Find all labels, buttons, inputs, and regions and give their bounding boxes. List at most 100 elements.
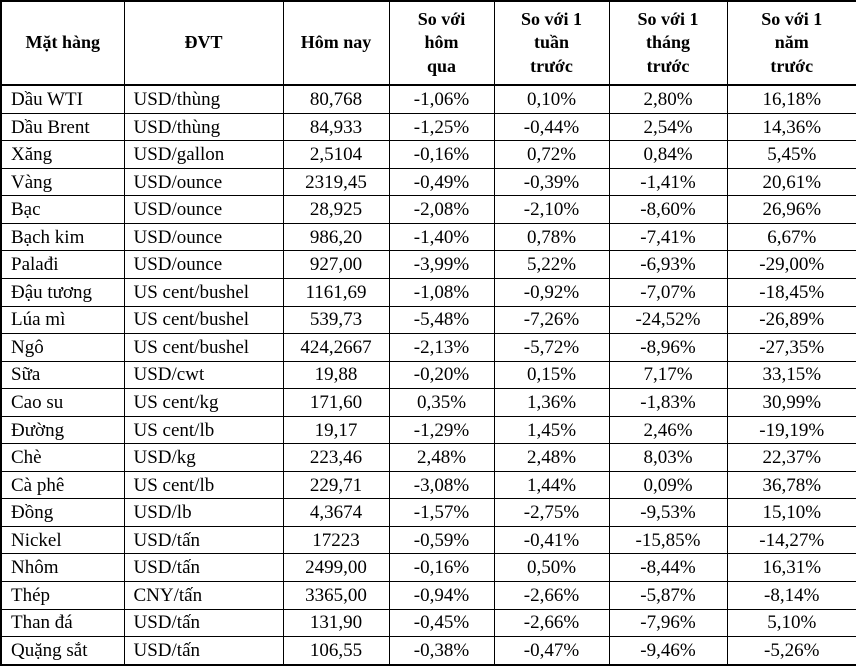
change-vs-yesterday-cell: 2,48% <box>388 443 495 472</box>
change-vs-1-month-cell: 7,17% <box>608 360 728 390</box>
change-vs-1-year-cell: 20,61% <box>726 167 856 197</box>
change-vs-1-year-cell: 26,96% <box>726 195 856 224</box>
change-vs-1-month-cell: 2,80% <box>608 84 728 114</box>
table-row: Cà phê US cent/lb 229,71 -3,08% 1,44% 0,09% 36… <box>0 470 856 500</box>
change-vs-1-year-cell: 14,36% <box>726 112 856 142</box>
unit-cell: USD/ounce <box>123 167 284 197</box>
change-vs-1-month-cell: -24,52% <box>608 305 728 335</box>
today-price-cell: 19,88 <box>282 360 390 390</box>
col-header-vs-1-month: So với 1 tháng trước <box>608 0 728 86</box>
today-price-cell: 19,17 <box>282 415 390 445</box>
commodity-name-cell: Đường <box>0 415 125 445</box>
commodity-name-cell: Ngô <box>0 333 125 362</box>
today-price-cell: 28,925 <box>282 195 390 224</box>
commodity-name-cell: Bạch kim <box>0 222 125 252</box>
change-vs-yesterday-cell: -0,16% <box>388 140 495 169</box>
change-vs-1-year-cell: 16,31% <box>726 553 856 583</box>
commodity-name-cell: Đậu tương <box>0 278 125 307</box>
table-body: Dầu WTI USD/thùng 80,768 -1,06% 0,10% 2,80% 16… <box>0 84 856 666</box>
change-vs-yesterday-cell: -0,38% <box>388 636 495 666</box>
commodity-name-cell: Dầu WTI <box>0 84 125 114</box>
unit-cell: USD/gallon <box>123 140 284 169</box>
change-vs-1-month-cell: -1,83% <box>608 388 728 417</box>
change-vs-1-week-cell: 2,48% <box>493 443 610 472</box>
commodity-name-cell: Cao su <box>0 388 125 417</box>
change-vs-yesterday-cell: -0,16% <box>388 553 495 583</box>
change-vs-yesterday-cell: -3,08% <box>388 470 495 500</box>
commodity-name-cell: Palađi <box>0 250 125 280</box>
table-row: Dầu WTI USD/thùng 80,768 -1,06% 0,10% 2,80% 16… <box>0 84 856 114</box>
change-vs-1-week-cell: 0,50% <box>493 553 610 583</box>
table-row: Nhôm USD/tấn 2499,00 -0,16% 0,50% -8,44% 16,31… <box>0 553 856 583</box>
commodity-name-cell: Quặng sắt <box>0 636 125 666</box>
today-price-cell: 4,3674 <box>282 498 390 527</box>
unit-cell: USD/thùng <box>123 84 284 114</box>
commodity-name-cell: Đồng <box>0 498 125 527</box>
change-vs-yesterday-cell: -0,20% <box>388 360 495 390</box>
commodity-name-cell: Dầu Brent <box>0 112 125 142</box>
change-vs-1-month-cell: -8,96% <box>608 333 728 362</box>
col-header-vs-1-year: So với 1 năm trước <box>726 0 856 86</box>
change-vs-1-year-cell: 30,99% <box>726 388 856 417</box>
change-vs-1-week-cell: 0,72% <box>493 140 610 169</box>
change-vs-1-week-cell: 5,22% <box>493 250 610 280</box>
change-vs-1-week-cell: 1,36% <box>493 388 610 417</box>
table-row: Sữa USD/cwt 19,88 -0,20% 0,15% 7,17% 33,15% <box>0 360 856 390</box>
change-vs-1-month-cell: 0,09% <box>608 470 728 500</box>
table-row: Quặng sắt USD/tấn 106,55 -0,38% -0,47% -9,46%… <box>0 636 856 666</box>
change-vs-1-month-cell: -5,87% <box>608 581 728 610</box>
change-vs-1-month-cell: -1,41% <box>608 167 728 197</box>
change-vs-1-year-cell: 6,67% <box>726 222 856 252</box>
change-vs-1-week-cell: -2,10% <box>493 195 610 224</box>
change-vs-1-month-cell: -15,85% <box>608 525 728 555</box>
change-vs-1-year-cell: -19,19% <box>726 415 856 445</box>
commodity-name-cell: Xăng <box>0 140 125 169</box>
change-vs-1-year-cell: 5,10% <box>726 608 856 638</box>
change-vs-1-year-cell: -29,00% <box>726 250 856 280</box>
today-price-cell: 927,00 <box>282 250 390 280</box>
unit-cell: USD/tấn <box>123 525 284 555</box>
table-row: Ngô US cent/bushel 424,2667 -2,13% -5,72% -8,… <box>0 333 856 362</box>
change-vs-1-week-cell: 1,45% <box>493 415 610 445</box>
table-row: Cao su US cent/kg 171,60 0,35% 1,36% -1,83% 30… <box>0 388 856 417</box>
table-row: Lúa mì US cent/bushel 539,73 -5,48% -7,26% -2… <box>0 305 856 335</box>
col-header-today: Hôm nay <box>282 0 390 86</box>
change-vs-1-year-cell: 36,78% <box>726 470 856 500</box>
change-vs-yesterday-cell: -1,57% <box>388 498 495 527</box>
change-vs-1-month-cell: 2,54% <box>608 112 728 142</box>
today-price-cell: 223,46 <box>282 443 390 472</box>
change-vs-1-month-cell: -7,96% <box>608 608 728 638</box>
today-price-cell: 1161,69 <box>282 278 390 307</box>
today-price-cell: 2,5104 <box>282 140 390 169</box>
today-price-cell: 84,933 <box>282 112 390 142</box>
today-price-cell: 80,768 <box>282 84 390 114</box>
unit-cell: USD/tấn <box>123 608 284 638</box>
unit-cell: USD/lb <box>123 498 284 527</box>
unit-cell: CNY/tấn <box>123 581 284 610</box>
change-vs-1-month-cell: 0,84% <box>608 140 728 169</box>
unit-cell: US cent/bushel <box>123 305 284 335</box>
change-vs-1-month-cell: -7,41% <box>608 222 728 252</box>
col-header-vs-1-week: So với 1 tuần trước <box>493 0 610 86</box>
change-vs-1-week-cell: -5,72% <box>493 333 610 362</box>
today-price-cell: 424,2667 <box>282 333 390 362</box>
change-vs-1-year-cell: -26,89% <box>726 305 856 335</box>
table-row: Vàng USD/ounce 2319,45 -0,49% -0,39% -1,41% 20… <box>0 167 856 197</box>
unit-cell: US cent/lb <box>123 470 284 500</box>
change-vs-1-year-cell: -8,14% <box>726 581 856 610</box>
change-vs-1-week-cell: -0,44% <box>493 112 610 142</box>
change-vs-1-month-cell: -9,46% <box>608 636 728 666</box>
change-vs-1-week-cell: -0,39% <box>493 167 610 197</box>
unit-cell: US cent/lb <box>123 415 284 445</box>
today-price-cell: 131,90 <box>282 608 390 638</box>
commodity-name-cell: Thép <box>0 581 125 610</box>
today-price-cell: 106,55 <box>282 636 390 666</box>
table-row: Đồng USD/lb 4,3674 -1,57% -2,75% -9,53% 15,10% <box>0 498 856 527</box>
today-price-cell: 3365,00 <box>282 581 390 610</box>
unit-cell: US cent/bushel <box>123 278 284 307</box>
today-price-cell: 171,60 <box>282 388 390 417</box>
table-row: Bạc USD/ounce 28,925 -2,08% -2,10% -8,60% 26,9… <box>0 195 856 224</box>
change-vs-yesterday-cell: -1,08% <box>388 278 495 307</box>
change-vs-1-year-cell: 15,10% <box>726 498 856 527</box>
